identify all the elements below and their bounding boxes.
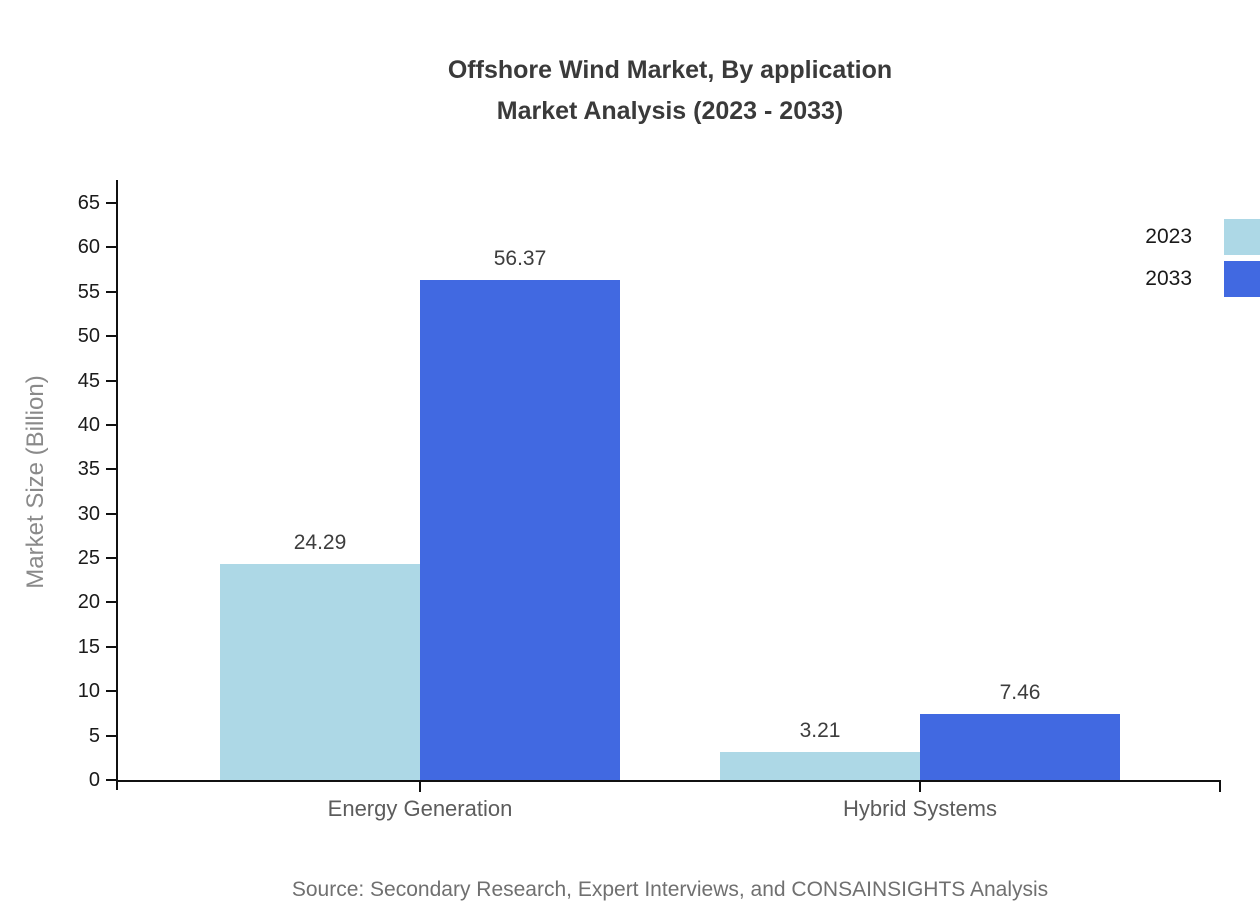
chart-title-line2: Market Analysis (2023 - 2033)	[496, 97, 844, 125]
y-tick	[106, 512, 116, 515]
bar-value-label: 7.46	[999, 680, 1041, 704]
y-tick	[106, 779, 116, 781]
legend-swatch	[1224, 219, 1260, 255]
bar-2033	[420, 279, 620, 780]
y-tick	[106, 734, 116, 737]
legend-item-2033: 2033	[1060, 261, 1260, 297]
bar-2023	[220, 564, 420, 780]
y-tick	[106, 690, 116, 693]
y-tick-label: 15	[77, 635, 100, 658]
x-axis-line	[116, 780, 1221, 782]
y-tick	[106, 202, 116, 204]
y-tick	[106, 290, 116, 293]
y-tick-label: 50	[77, 325, 100, 348]
y-tick	[106, 601, 116, 604]
x-category-label: Energy Generation	[327, 796, 513, 821]
y-tick-label: 60	[77, 236, 100, 259]
y-tick	[106, 468, 116, 471]
y-tick	[106, 335, 116, 338]
y-tick-label: 35	[77, 458, 100, 481]
bar-value-label: 3.21	[799, 718, 841, 742]
legend-item-2023: 2023	[1060, 219, 1260, 255]
y-tick	[106, 379, 116, 382]
x-axis-end-tick	[1219, 780, 1221, 792]
source-text: Source: Secondary Research, Expert Inter…	[291, 878, 1049, 901]
chart-title-line1: Offshore Wind Market, By application	[447, 56, 893, 84]
legend-swatch	[1224, 261, 1260, 297]
y-tick	[106, 423, 116, 426]
y-tick-label: 55	[77, 280, 100, 303]
x-category-label: Hybrid Systems	[842, 796, 998, 821]
y-tick-label: 30	[77, 502, 100, 525]
y-tick	[106, 645, 116, 648]
legend-label: 2033	[1145, 267, 1192, 290]
legend-label: 2023	[1145, 225, 1192, 248]
y-axis-line	[116, 180, 118, 790]
y-tick-label: 20	[77, 591, 100, 614]
y-tick-label: 25	[77, 547, 100, 570]
y-tick-label: 10	[77, 680, 100, 703]
y-tick-label: 45	[77, 369, 100, 392]
y-tick-label: 5	[88, 724, 100, 747]
y-tick-label: 0	[88, 769, 100, 791]
x-tick	[419, 782, 421, 792]
bar-value-label: 24.29	[293, 531, 347, 555]
y-tick-label: 40	[77, 413, 100, 436]
chart-title: Offshore Wind Market, By application Mar…	[80, 50, 1260, 132]
y-tick	[106, 557, 116, 560]
bar-value-label: 56.37	[493, 246, 547, 270]
y-tick	[106, 246, 116, 249]
bar-2033	[920, 713, 1120, 780]
bar-2023	[720, 751, 920, 780]
y-tick-label: 65	[77, 192, 100, 214]
legend: 2023 2033	[1060, 219, 1260, 303]
x-tick	[919, 782, 921, 792]
